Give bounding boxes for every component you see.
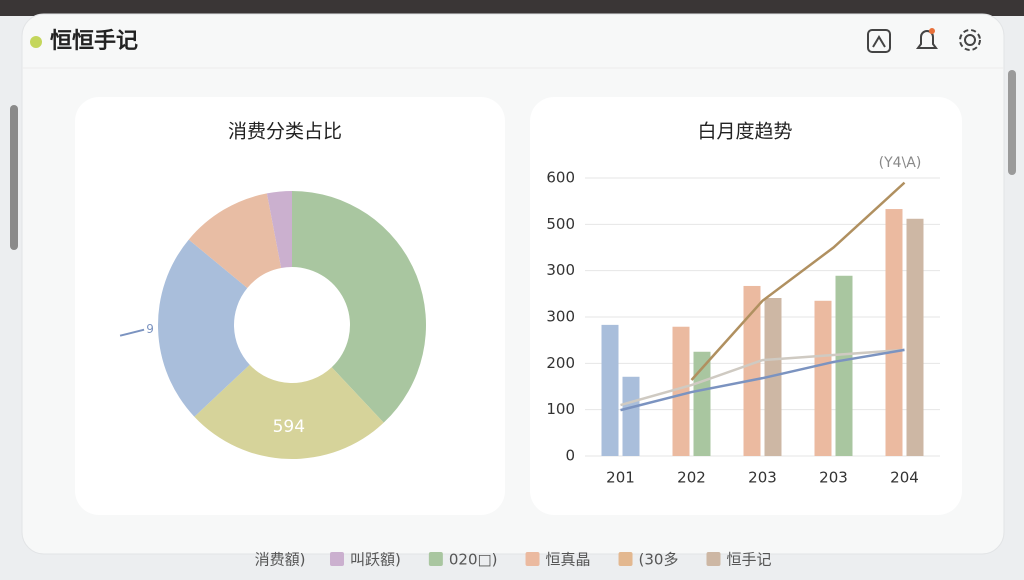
trend-annotation: (Y4\A) (879, 155, 922, 171)
legend-swatch (428, 552, 443, 566)
trend-line (620, 348, 905, 412)
legend-label: 恒真晶 (546, 551, 591, 569)
trend-title: 白月度趋势 (697, 121, 792, 143)
scrollbar-left[interactable] (10, 105, 18, 250)
trend-line (620, 348, 905, 407)
profile-icon[interactable] (867, 29, 891, 53)
legend-label: 020□) (449, 551, 498, 569)
x-tick-label: 201 (606, 469, 635, 487)
callout-arrow (119, 328, 145, 337)
y-tick-label: 300 (546, 308, 575, 326)
donut-segment (292, 191, 426, 423)
bar (693, 351, 711, 456)
legend-swatch (525, 552, 540, 566)
donut-card (75, 97, 505, 515)
bar (885, 209, 903, 456)
legend-title: 消费額) (255, 551, 306, 569)
bar (743, 285, 761, 456)
y-tick-label: 0 (565, 447, 575, 465)
app-title: 恒恒手记 (50, 28, 138, 54)
segment-label: 594 (273, 417, 305, 437)
donut-segment (266, 191, 292, 269)
donut-title: 消费分类占比 (228, 121, 342, 143)
legend-label: 叫跃額) (350, 551, 401, 569)
bar (622, 376, 640, 456)
legend-label: (30多 (639, 551, 679, 569)
y-tick-label: 100 (546, 400, 575, 418)
x-tick-label: 203 (748, 469, 777, 487)
status-dot (30, 36, 42, 48)
y-tick-label: 500 (546, 215, 575, 233)
legend-swatch (706, 552, 721, 566)
trend-line (690, 181, 906, 381)
legend-swatch (618, 552, 633, 566)
settings-icon[interactable] (959, 29, 981, 51)
donut-segment (188, 193, 282, 289)
bar (601, 324, 619, 456)
y-tick-label: 600 (546, 169, 575, 187)
legend-swatch (330, 552, 344, 566)
bar (835, 275, 853, 456)
segment-label: 9 (146, 322, 154, 336)
notification-icon[interactable] (916, 28, 938, 49)
bar (814, 300, 832, 456)
donut-segment (157, 239, 250, 417)
legend-label: 恒手记 (726, 551, 771, 569)
bar (672, 326, 690, 456)
y-tick-label: 300 (546, 261, 575, 279)
donut-segment (194, 364, 384, 459)
background-photo-strip (0, 0, 1024, 16)
x-tick-label: 202 (677, 469, 706, 487)
bar (906, 218, 924, 456)
x-tick-label: 204 (890, 469, 919, 487)
x-tick-label: 203 (819, 469, 848, 487)
scrollbar-right[interactable] (1008, 70, 1016, 175)
y-tick-label: 200 (546, 354, 575, 372)
